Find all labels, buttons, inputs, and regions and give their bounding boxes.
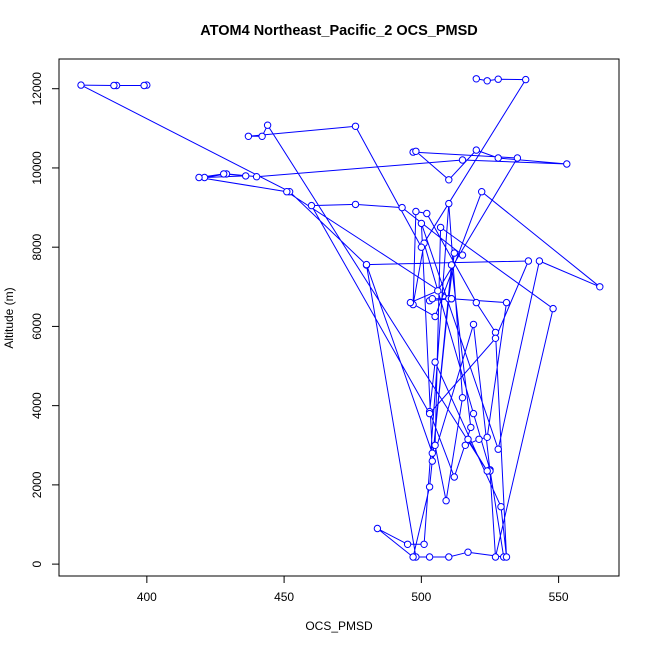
data-point: [494, 445, 502, 453]
data-point: [434, 287, 442, 295]
data-point: [428, 457, 436, 465]
y-tick-label: 2000: [30, 471, 44, 498]
data-point: [436, 223, 445, 232]
data-point: [563, 160, 571, 168]
y-tick-label: 6000: [30, 313, 44, 340]
data-point: [362, 260, 371, 269]
data-point: [244, 132, 253, 141]
data-point: [428, 295, 436, 303]
x-tick-label: 450: [274, 590, 294, 604]
data-point: [431, 358, 439, 366]
x-axis: 400 450 500 550: [137, 575, 569, 604]
data-point: [494, 154, 502, 162]
data-point: [502, 553, 511, 561]
data-point: [494, 75, 502, 83]
data-point: [522, 75, 530, 84]
x-tick-label: 400: [137, 590, 157, 604]
data-point: [406, 298, 415, 307]
data-point: [431, 441, 439, 449]
y-tick-label: 8000: [30, 234, 44, 261]
data-point: [220, 170, 228, 178]
data-point: [403, 540, 412, 548]
data-point: [472, 146, 480, 154]
data-point: [242, 172, 250, 180]
data-point: [491, 553, 500, 561]
data-point: [252, 173, 261, 181]
data-point: [450, 473, 458, 481]
data-point: [472, 298, 480, 307]
data-point: [445, 199, 453, 208]
x-tick-label: 500: [411, 590, 431, 604]
series-line: [80, 78, 601, 558]
data-point: [469, 409, 478, 418]
data-point: [458, 156, 467, 164]
data-point: [417, 219, 426, 228]
y-tick-label: 0: [30, 560, 44, 567]
x-axis-label: OCS_PMSD: [305, 619, 373, 633]
data-point: [502, 298, 511, 307]
data-point: [464, 435, 472, 443]
data-point: [478, 188, 486, 196]
data-point: [445, 553, 453, 561]
data-point: [458, 251, 467, 259]
data-point: [425, 409, 434, 418]
data-point: [472, 75, 480, 83]
data-point: [461, 441, 469, 449]
data-point: [420, 540, 428, 548]
y-axis-label: Altitude (m): [2, 287, 16, 348]
y-tick-label: 10000: [30, 151, 44, 185]
data-point: [524, 257, 533, 265]
data-point: [351, 200, 360, 209]
data-point: [513, 154, 522, 162]
data-point: [425, 553, 434, 561]
data-point: [412, 207, 420, 216]
data-point: [596, 283, 604, 291]
series-layer: [77, 75, 604, 561]
y-tick-label: 4000: [30, 392, 44, 419]
data-point: [283, 188, 291, 196]
data-point: [110, 81, 118, 90]
data-point: [140, 81, 148, 90]
data-point: [428, 449, 436, 457]
data-point: [425, 483, 434, 491]
data-point: [409, 553, 417, 561]
data-point: [491, 334, 500, 342]
data-point: [373, 524, 382, 533]
data-point: [483, 77, 491, 85]
y-tick-label: 12000: [30, 72, 44, 106]
data-point: [442, 497, 450, 505]
data-point: [447, 261, 456, 269]
data-point: [398, 203, 406, 212]
data-point: [467, 423, 475, 432]
data-point: [447, 295, 456, 303]
y-axis: 0 2000 4000 6000 8000 10000 12000: [30, 72, 60, 567]
data-point: [549, 304, 557, 313]
data-point: [412, 147, 420, 156]
data-point: [483, 467, 491, 475]
data-point: [263, 121, 272, 129]
data-point: [431, 312, 439, 321]
data-point: [417, 243, 426, 251]
data-point: [351, 122, 360, 131]
data-point: [475, 435, 483, 443]
data-point: [458, 394, 467, 402]
plot-frame: [58, 58, 620, 577]
data-point: [445, 176, 453, 184]
data-point: [483, 433, 491, 441]
data-point: [77, 81, 85, 89]
data-point: [307, 201, 316, 210]
data-point: [535, 257, 544, 265]
data-point: [450, 249, 458, 257]
data-point: [464, 548, 472, 556]
data-point: [469, 320, 478, 329]
chart-title: ATOM4 Northeast_Pacific_2 OCS_PMSD: [200, 23, 477, 39]
x-tick-label: 550: [549, 590, 569, 604]
data-point: [258, 132, 266, 141]
data-point: [497, 503, 505, 511]
data-point: [195, 173, 203, 182]
data-point: [423, 209, 431, 218]
